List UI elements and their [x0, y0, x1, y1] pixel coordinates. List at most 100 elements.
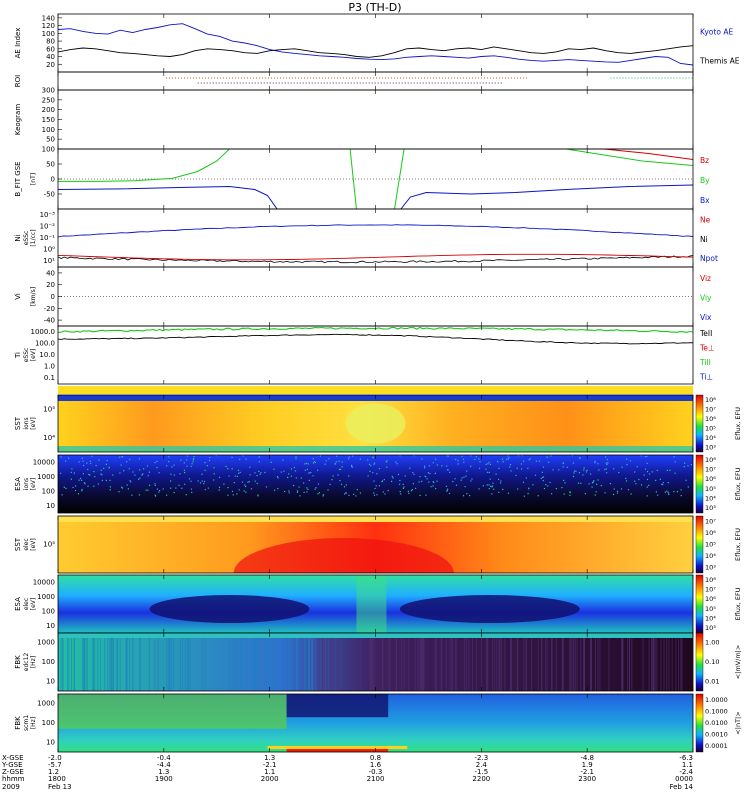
heatmap-pixel — [237, 469, 240, 471]
yunit-sst_ion: [eV] — [30, 417, 37, 429]
heatmap-pixel — [306, 468, 308, 470]
heatmap-line — [62, 633, 64, 691]
heatmap-line — [589, 633, 591, 691]
heatmap-pixel — [190, 488, 193, 490]
yunit-fbk_scm: [Hz] — [30, 717, 37, 729]
heatmap-pixel — [290, 475, 292, 477]
heatmap-pixel — [412, 472, 414, 474]
heatmap-line — [651, 633, 653, 691]
heatmap-pixel — [88, 473, 90, 476]
ytick-label: 10 — [46, 502, 55, 510]
heatmap-pixel — [340, 468, 342, 470]
heatmap-pixel — [542, 476, 544, 478]
heatmap-pixel — [109, 479, 111, 481]
heatmap-pixel — [338, 468, 341, 470]
heatmap-line — [308, 633, 310, 691]
heatmap-pixel — [558, 469, 560, 471]
heatmap-pixel — [613, 488, 615, 490]
heatmap-pixel — [391, 475, 393, 478]
heatmap-pixel — [258, 470, 260, 472]
heatmap-pixel — [147, 475, 149, 477]
heatmap-pixel — [613, 468, 615, 470]
cbar-tick-label: 0.1000 — [705, 707, 728, 715]
heatmap-pixel — [668, 492, 670, 494]
cbar-tick-label: 10⁷ — [705, 466, 716, 474]
heatmap-pixel — [183, 462, 185, 464]
heatmap-pixel — [376, 494, 378, 496]
bx-line — [58, 185, 278, 209]
heatmap-pixel — [674, 472, 676, 474]
heatmap-pixel — [146, 465, 149, 467]
heatmap-pixel — [130, 481, 132, 483]
legend-velocity: Vix — [700, 313, 712, 322]
heatmap-pixel — [594, 494, 596, 496]
heatmap-line — [125, 633, 127, 691]
heatmap-pixel — [106, 460, 108, 462]
ae-lines — [58, 23, 693, 66]
heatmap-line — [468, 633, 470, 691]
heatmap-line — [332, 633, 334, 691]
heatmap-pixel — [178, 484, 180, 486]
heatmap-pixel — [651, 471, 653, 473]
heatmap-line — [157, 633, 159, 691]
heatmap-pixel — [329, 483, 331, 485]
heatmap-pixel — [488, 484, 490, 486]
ytick-label: 1000 — [37, 700, 55, 708]
heatmap-pixel — [339, 480, 341, 482]
heatmap-pixel — [491, 493, 493, 495]
heatmap-line — [297, 633, 299, 691]
heatmap-pixel — [435, 488, 437, 490]
heatmap-pixel — [540, 477, 542, 479]
heatmap-pixel — [353, 493, 355, 495]
panel-bfield: B_FIT GSE [nT] -50 0 50 100 Bz By Bx — [14, 146, 710, 210]
heatmap-pixel — [336, 455, 338, 457]
heatmap-pixel — [283, 470, 285, 472]
heatmap-pixel — [573, 470, 576, 472]
heatmap-pixel — [461, 477, 463, 479]
by-line — [394, 149, 405, 209]
heatmap-pixel — [399, 455, 401, 457]
ytick-label: -20 — [44, 305, 55, 313]
heatmap-pixel — [506, 458, 508, 460]
heatmap-pixel — [510, 470, 512, 472]
heatmap-pixel — [156, 460, 158, 462]
heatmap-line — [372, 633, 374, 691]
cbar-label-esa_elec: Eflux, EFU — [734, 587, 742, 620]
heatmap-line — [401, 633, 402, 691]
heatmap-pixel — [463, 461, 465, 463]
heatmap-pixel — [446, 469, 449, 471]
heatmap-line — [583, 633, 585, 691]
ytick-label: 1000 — [37, 593, 55, 601]
heatmap-pixel — [446, 489, 448, 492]
heatmap-line — [599, 633, 601, 691]
heatmap-pixel — [464, 486, 466, 488]
heatmap-pixel — [378, 468, 381, 470]
legend-temperature: Ti⊥ — [699, 373, 713, 382]
heatmap-line — [67, 633, 68, 691]
heatmap-line — [480, 633, 482, 691]
heatmap-pixel — [455, 458, 457, 461]
heatmap-pixel — [119, 456, 121, 458]
heatmap-pixel — [646, 462, 648, 464]
heatmap-pixel — [516, 467, 518, 469]
heatmap-line — [92, 633, 94, 691]
heatmap-sst_ion — [58, 395, 693, 452]
heatmap-pixel — [374, 462, 376, 464]
status-band — [58, 386, 693, 394]
ytick-label: 100 — [42, 658, 55, 666]
heatmap-pixel — [359, 492, 361, 494]
heatmap-blob — [286, 694, 389, 718]
cbar-tick-label: 0.0010 — [705, 731, 728, 739]
heatmap-pixel — [471, 478, 473, 480]
heatmap-bg — [58, 455, 693, 513]
heatmap-line — [570, 633, 572, 691]
heatmap-pixel — [597, 463, 599, 465]
teII-line — [58, 333, 693, 345]
heatmap-pixel — [368, 463, 371, 465]
cbar-tick-label: 10⁵ — [705, 605, 716, 613]
heatmap-line — [580, 633, 582, 691]
heatmap-pixel — [93, 485, 95, 487]
heatmap-pixel — [242, 455, 244, 457]
heatmap-pixel — [386, 466, 388, 468]
heatmap-pixel — [166, 465, 168, 467]
